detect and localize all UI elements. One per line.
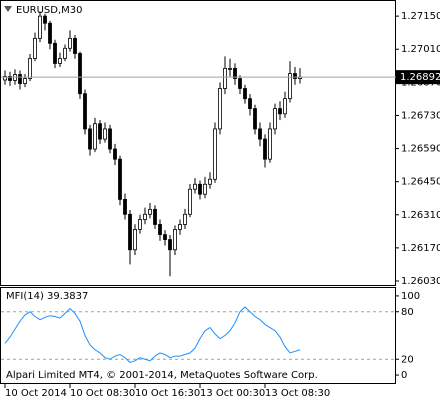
candle-body xyxy=(38,15,42,39)
candle-body xyxy=(193,183,197,190)
candle-body xyxy=(33,37,37,59)
indicator-panel xyxy=(0,287,396,384)
candle-body xyxy=(263,138,267,160)
y-tick-label: 1.27010 xyxy=(401,44,440,55)
candle-body xyxy=(293,73,297,79)
candle-body xyxy=(178,224,182,230)
candle-body xyxy=(213,128,217,180)
y-tick-label: 1.26310 xyxy=(401,210,440,221)
candle-body xyxy=(238,78,242,89)
candle-body xyxy=(273,108,277,130)
footer: Alpari Limited MT4, © 2001-2014, MetaQuo… xyxy=(6,370,318,381)
candle-body xyxy=(8,76,12,81)
y-tick-label: 1.27150 xyxy=(401,11,440,22)
x-tick-label: 13 Oct 08:30 xyxy=(265,388,330,399)
candle-body xyxy=(163,234,167,240)
candle-body xyxy=(253,108,257,130)
candle-body xyxy=(48,22,52,44)
candle-body xyxy=(198,183,202,195)
candle-body xyxy=(108,128,112,150)
candle-body xyxy=(58,58,62,64)
candle-body xyxy=(18,74,22,84)
candle-body xyxy=(133,229,137,251)
candle-body xyxy=(113,148,117,160)
candle-body xyxy=(83,93,87,130)
y-tick-label: 0 xyxy=(401,370,407,381)
candle-body xyxy=(93,123,97,150)
candle-body xyxy=(288,73,292,100)
candle-body xyxy=(143,213,147,220)
mfi-line xyxy=(4,306,301,363)
last-price-box xyxy=(396,70,440,85)
candle-body xyxy=(278,108,282,115)
candle-body xyxy=(63,47,67,59)
candle-body xyxy=(268,128,272,160)
candle-body xyxy=(188,188,192,215)
y-tick-label: 1.26590 xyxy=(401,144,440,155)
candle-body xyxy=(283,98,287,115)
y-tick-label: 1.26030 xyxy=(401,276,440,287)
candle-body xyxy=(118,158,122,200)
candle-body xyxy=(208,178,212,185)
candle-body xyxy=(218,88,222,130)
symbol-icon xyxy=(4,6,12,12)
candle-body xyxy=(128,213,132,251)
main-panel xyxy=(0,0,396,286)
candle-body xyxy=(103,128,107,140)
candle-body xyxy=(28,58,32,79)
y-tick-label: 20 xyxy=(401,354,414,365)
candle-body xyxy=(88,128,92,150)
candle-body xyxy=(123,198,127,215)
candle-body xyxy=(153,208,157,225)
candle-body xyxy=(258,128,262,140)
candle-body xyxy=(98,123,102,140)
candle-body xyxy=(168,239,172,251)
y-tick-label: 1.26450 xyxy=(401,177,440,188)
y-tick-label: 100 xyxy=(401,291,420,302)
candle-body xyxy=(173,229,177,251)
y-tick-label: 1.26730 xyxy=(401,110,440,121)
indicator-title: MFI(14) 39.3837 xyxy=(6,291,88,302)
chart-title: EURUSD,M30 xyxy=(16,5,82,16)
candle-body xyxy=(248,98,252,109)
candle-body xyxy=(233,67,237,79)
candle-body xyxy=(228,67,232,70)
last-price-label: 1.26892 xyxy=(400,72,440,83)
y-tick-label: 80 xyxy=(401,307,414,318)
candle-body xyxy=(223,67,227,89)
candle-body xyxy=(148,208,152,215)
candle-body xyxy=(203,183,207,195)
candle-body xyxy=(243,88,247,100)
y-tick-label: 1.26170 xyxy=(401,243,440,254)
candle-body xyxy=(53,42,57,64)
candle-body xyxy=(183,213,187,225)
x-tick-label: 10 Oct 08:30 xyxy=(70,388,135,399)
x-tick-label: 10 Oct 2014 xyxy=(5,388,67,399)
candle-body xyxy=(23,78,27,84)
candle-body xyxy=(3,76,7,81)
candle-body xyxy=(68,37,72,49)
x-tick-label: 13 Oct 00:30 xyxy=(200,388,265,399)
candle-body xyxy=(158,224,162,236)
candle-body xyxy=(138,219,142,230)
candle-body xyxy=(73,37,77,54)
candle-body xyxy=(43,15,47,24)
candle-body xyxy=(78,53,82,95)
x-tick-label: 10 Oct 16:30 xyxy=(135,388,200,399)
